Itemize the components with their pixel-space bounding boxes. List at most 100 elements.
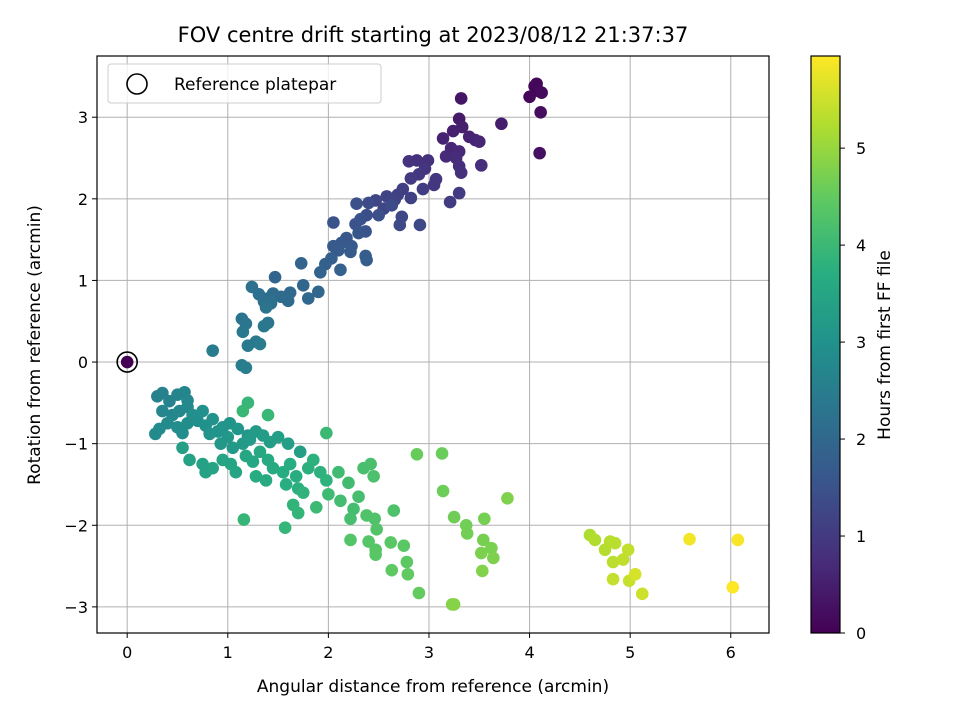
- data-point: [726, 580, 740, 594]
- data-point: [281, 294, 295, 308]
- data-point: [436, 132, 450, 145]
- data-point: [501, 492, 514, 505]
- y-axis-label: Rotation from reference (arcmin): [25, 205, 45, 485]
- y-tick-label: 2: [78, 190, 88, 209]
- data-point: [616, 553, 630, 566]
- data-point: [413, 218, 427, 232]
- data-point: [608, 536, 622, 550]
- legend-box: [107, 63, 382, 104]
- data-point: [253, 337, 267, 351]
- data-point: [310, 501, 323, 514]
- data-point: [283, 457, 297, 471]
- x-tick-label: 5: [625, 643, 635, 662]
- data-point: [259, 301, 273, 314]
- data-point: [279, 478, 293, 491]
- data-point: [206, 412, 219, 426]
- colorbar-tick-label: 5: [856, 139, 866, 158]
- data-point: [278, 521, 292, 535]
- data-point: [344, 245, 357, 259]
- data-point: [367, 470, 380, 483]
- data-point: [454, 166, 468, 180]
- data-point: [301, 292, 315, 305]
- data-point: [368, 512, 381, 526]
- colorbar-ticks: 0 1 2 3 4 5: [840, 139, 866, 643]
- legend-marker-icon: [126, 73, 148, 95]
- colorbar: [810, 55, 841, 634]
- data-point: [452, 186, 466, 200]
- data-point: [239, 361, 253, 375]
- data-point: [322, 487, 335, 501]
- x-axis-label: Angular distance from reference (arcmin): [257, 677, 609, 697]
- data-point: [196, 404, 209, 418]
- data-point: [474, 159, 488, 172]
- data-point: [352, 226, 365, 240]
- data-point: [334, 494, 347, 508]
- data-point: [149, 427, 162, 441]
- data-point: [447, 598, 461, 611]
- scatter-points: [149, 77, 745, 611]
- data-point: [393, 218, 407, 232]
- data-point: [621, 543, 635, 557]
- data-point: [320, 474, 333, 487]
- data-point: [410, 447, 424, 461]
- data-point: [360, 253, 373, 267]
- data-point: [306, 453, 320, 467]
- data-point: [332, 243, 345, 257]
- grid-lines: [97, 56, 769, 633]
- data-point: [435, 447, 449, 460]
- data-point: [487, 551, 500, 565]
- data-point: [347, 502, 360, 516]
- data-point: [478, 512, 491, 526]
- data-point: [229, 465, 243, 479]
- data-point: [253, 445, 267, 459]
- x-axis-ticks: 0 1 2 3 4 5 6: [122, 633, 736, 662]
- data-point: [404, 191, 418, 205]
- data-point: [606, 555, 620, 569]
- data-point: [364, 457, 377, 471]
- data-point: [281, 437, 295, 450]
- data-point: [412, 586, 426, 600]
- data-point: [362, 196, 375, 210]
- data-point: [606, 572, 620, 586]
- colorbar-tick-label: 2: [856, 430, 866, 449]
- data-point: [214, 437, 228, 450]
- data-point: [535, 86, 548, 100]
- data-point: [344, 533, 357, 547]
- data-point: [460, 527, 474, 540]
- y-axis-ticks: −3 −2 −1 0 1 2 3: [64, 108, 97, 617]
- y-tick-label: −3: [64, 598, 88, 617]
- data-point: [206, 461, 219, 475]
- data-point: [523, 90, 536, 104]
- data-point: [350, 197, 363, 211]
- data-point: [314, 265, 327, 279]
- x-tick-label: 6: [726, 643, 736, 662]
- data-point: [276, 465, 290, 479]
- data-point: [427, 178, 441, 192]
- data-point: [266, 461, 280, 475]
- data-point: [334, 263, 347, 277]
- data-point: [320, 426, 333, 440]
- data-point: [476, 533, 490, 547]
- data-point: [534, 106, 547, 119]
- data-point: [436, 484, 450, 498]
- data-point: [533, 146, 546, 160]
- data-point: [352, 490, 365, 504]
- data-point: [245, 280, 259, 294]
- data-point: [271, 430, 285, 444]
- data-point: [231, 422, 245, 436]
- x-tick-label: 0: [122, 643, 132, 662]
- y-tick-label: 3: [78, 108, 88, 127]
- plot-frame: [96, 55, 770, 634]
- legend: Reference platepar: [107, 63, 382, 104]
- data-point: [312, 285, 325, 299]
- data-point: [683, 532, 696, 546]
- data-point: [332, 465, 345, 479]
- reference-marker: [116, 351, 138, 373]
- y-tick-label: 0: [78, 353, 88, 372]
- data-point: [443, 195, 457, 209]
- data-point: [259, 474, 273, 487]
- data-point: [291, 506, 305, 520]
- data-point: [362, 535, 375, 548]
- legend-label: Reference platepar: [174, 75, 336, 95]
